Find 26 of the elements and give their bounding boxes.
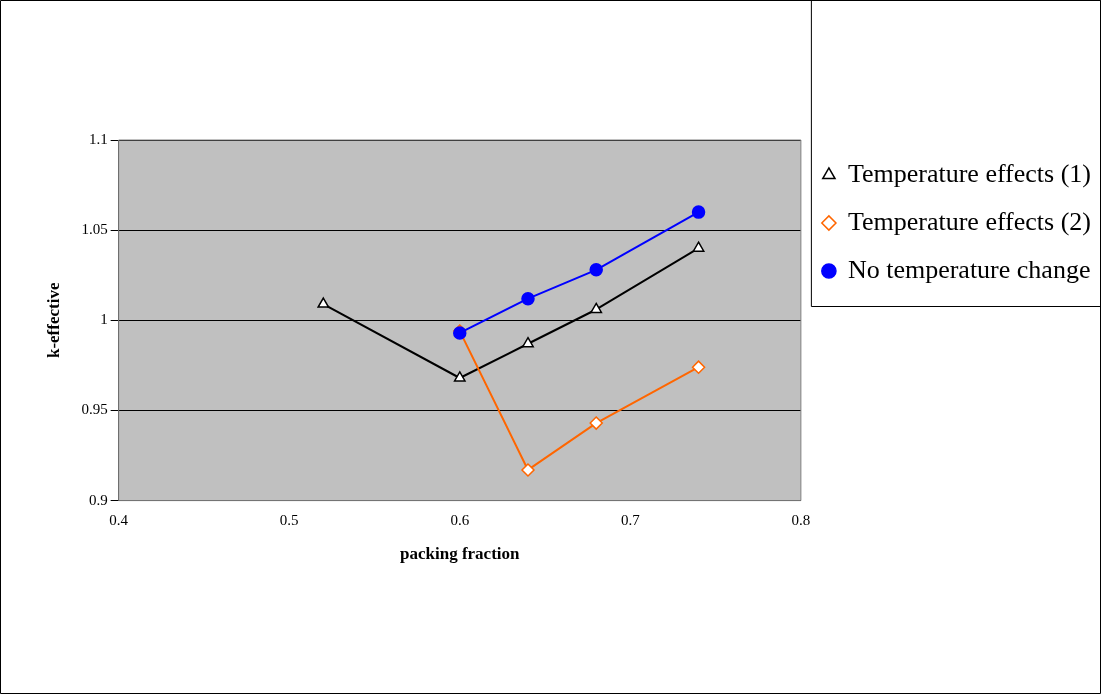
point [589, 416, 603, 430]
legend-label: Temperature effects (2) [847, 206, 1092, 236]
legend-label: No temperature change [847, 254, 1091, 284]
y-tick-label: 1.05 [81, 221, 108, 238]
point [317, 297, 330, 308]
legend-label: Temperature effects (1) [847, 158, 1092, 188]
point [691, 205, 706, 219]
point [521, 291, 535, 306]
x-tick-label: 0.8 [791, 511, 811, 528]
x-tick-label: 0.4 [109, 511, 129, 528]
y-axis-title: k-effective [43, 282, 63, 359]
y-tick-label: 0.95 [81, 401, 108, 418]
point [691, 360, 706, 374]
x-tick-label: 0.5 [279, 511, 299, 528]
point [692, 241, 705, 252]
point [453, 371, 466, 382]
y-tick-label: 1.1 [88, 130, 108, 147]
y-tick-label: 0.9 [88, 491, 108, 508]
y-tick-label: 1 [100, 311, 108, 328]
point [589, 263, 603, 277]
x-axis-title: packing fraction [400, 544, 521, 564]
x-tick-label: 0.6 [450, 511, 470, 528]
point [590, 302, 603, 314]
point [522, 336, 534, 348]
x-tick-label: 0.7 [620, 511, 641, 528]
point [521, 463, 535, 477]
